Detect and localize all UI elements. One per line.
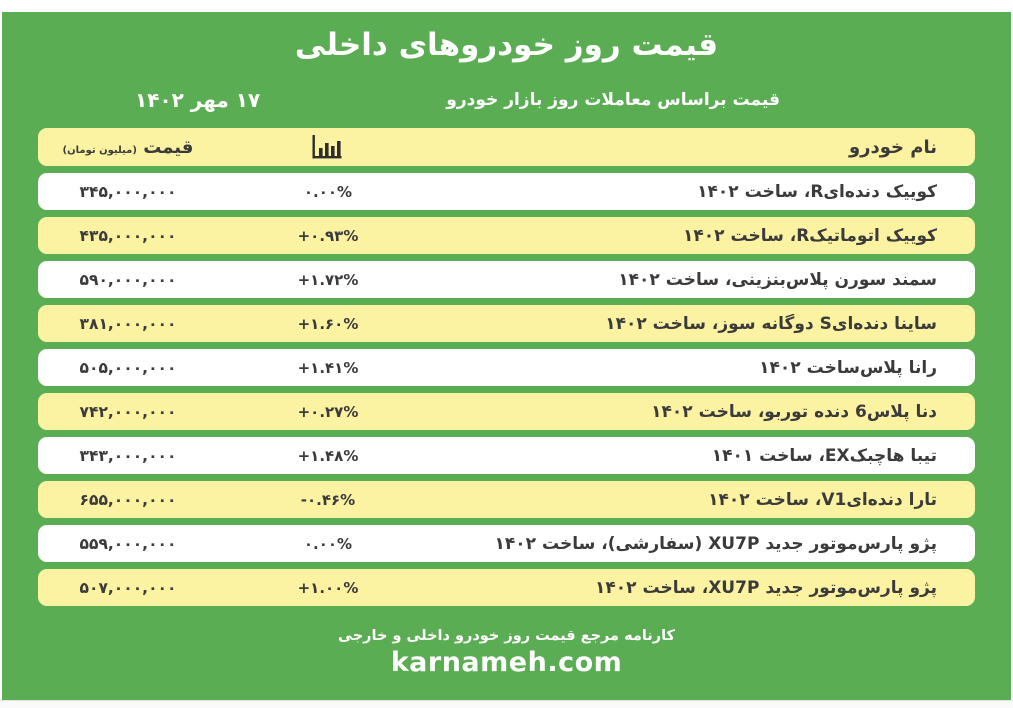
price: ۵۹۰,۰۰۰,۰۰۰ <box>79 270 177 289</box>
change-percent: +۱.۰۰% <box>297 578 359 597</box>
table-header-row: نام خودرو قیمت (میلیون تومان) <box>38 128 975 166</box>
price: ۳۴۳,۰۰۰,۰۰۰ <box>79 446 177 465</box>
footer-website: karnameh.com <box>390 647 623 678</box>
car-name: سمند سورن پلاس‌بنزینی، ساخت ۱۴۰۲ <box>618 269 937 290</box>
bar-chart-icon <box>312 134 342 158</box>
table-row: ساینا دنده‌ایS دوگانه سوز، ساخت ۱۴۰۲ +۱.… <box>38 305 975 342</box>
price-panel: قیمت روز خودروهای داخلی قیمت براساس معام… <box>2 12 1011 700</box>
price: ۵۰۵,۰۰۰,۰۰۰ <box>79 358 177 377</box>
car-name: پژو پارس‌موتور جدید XU7P، ساخت ۱۴۰۲ <box>595 577 937 598</box>
change-percent: ۰.۰۰% <box>303 534 353 553</box>
change-percent: +۰.۲۷% <box>297 402 359 421</box>
car-name: کوییک دنده‌ایR، ساخت ۱۴۰۲ <box>697 181 937 202</box>
table-row: رانا پلاس‌ساخت ۱۴۰۲ +۱.۴۱% ۵۰۵,۰۰۰,۰۰۰ <box>38 349 975 386</box>
car-name: رانا پلاس‌ساخت ۱۴۰۲ <box>759 357 937 378</box>
page-title: قیمت روز خودروهای داخلی <box>294 27 719 63</box>
car-name: ساینا دنده‌ایS دوگانه سوز، ساخت ۱۴۰۲ <box>605 313 937 334</box>
subtitle: قیمت براساس معاملات روز بازار خودرو <box>446 90 780 110</box>
price: ۳۴۵,۰۰۰,۰۰۰ <box>79 182 177 201</box>
column-header-change <box>218 134 438 160</box>
change-percent: +۱.۴۱% <box>297 358 359 377</box>
table-row: تارا دنده‌ایV1، ساخت ۱۴۰۲ -۰.۴۶% ۶۵۵,۰۰۰… <box>38 481 975 518</box>
column-header-price: قیمت (میلیون تومان) <box>38 137 218 158</box>
car-name: دنا پلاس6 دنده توربو، ساخت ۱۴۰۲ <box>651 401 937 422</box>
price: ۴۳۵,۰۰۰,۰۰۰ <box>79 226 177 245</box>
change-percent: ۰.۰۰% <box>303 182 353 201</box>
price: ۳۸۱,۰۰۰,۰۰۰ <box>79 314 177 333</box>
car-name: تیبا هاچبکEX، ساخت ۱۴۰۱ <box>711 445 937 466</box>
table-row: پژو پارس‌موتور جدید XU7P (سفارشی)، ساخت … <box>38 525 975 562</box>
price: ۵۵۹,۰۰۰,۰۰۰ <box>79 534 177 553</box>
bottom-strip <box>0 700 1013 708</box>
price-label: قیمت <box>143 136 194 158</box>
change-percent: +۱.۴۸% <box>297 446 359 465</box>
table-row: کوییک دنده‌ایR، ساخت ۱۴۰۲ ۰.۰۰% ۳۴۵,۰۰۰,… <box>38 173 975 210</box>
footer-tagline: کارنامه مرجع قیمت روز خودرو داخلی و خارج… <box>338 628 675 644</box>
date-label: ۱۷ مهر ۱۴۰۲ <box>135 88 261 112</box>
change-percent: +۱.۶۰% <box>297 314 359 333</box>
table-body: کوییک دنده‌ایR، ساخت ۱۴۰۲ ۰.۰۰% ۳۴۵,۰۰۰,… <box>38 173 975 606</box>
car-name: پژو پارس‌موتور جدید XU7P (سفارشی)، ساخت … <box>494 533 937 554</box>
table-row: کوییک اتوماتیکR، ساخت ۱۴۰۲ +۰.۹۳% ۴۳۵,۰۰… <box>38 217 975 254</box>
table-row: دنا پلاس6 دنده توربو، ساخت ۱۴۰۲ +۰.۲۷% ۷… <box>38 393 975 430</box>
header-meta: قیمت براساس معاملات روز بازار خودرو ۱۷ م… <box>2 88 1011 112</box>
price-unit-label: (میلیون تومان) <box>62 144 137 156</box>
column-header-car-name: نام خودرو <box>848 136 937 158</box>
price: ۵۰۷,۰۰۰,۰۰۰ <box>79 578 177 597</box>
price: ۶۵۵,۰۰۰,۰۰۰ <box>79 490 177 509</box>
car-name: تارا دنده‌ایV1، ساخت ۱۴۰۲ <box>708 489 937 510</box>
car-name: کوییک اتوماتیکR، ساخت ۱۴۰۲ <box>683 225 937 246</box>
change-percent: +۰.۹۳% <box>297 226 359 245</box>
change-percent: +۱.۷۲% <box>297 270 359 289</box>
table-row: سمند سورن پلاس‌بنزینی، ساخت ۱۴۰۲ +۱.۷۲% … <box>38 261 975 298</box>
table-row: تیبا هاچبکEX، ساخت ۱۴۰۱ +۱.۴۸% ۳۴۳,۰۰۰,۰… <box>38 437 975 474</box>
table-row: پژو پارس‌موتور جدید XU7P، ساخت ۱۴۰۲ +۱.۰… <box>38 569 975 606</box>
change-percent: -۰.۴۶% <box>300 490 356 509</box>
price-table: نام خودرو قیمت (میلیون تومان) <box>38 128 975 606</box>
price: ۷۴۲,۰۰۰,۰۰۰ <box>79 402 177 421</box>
